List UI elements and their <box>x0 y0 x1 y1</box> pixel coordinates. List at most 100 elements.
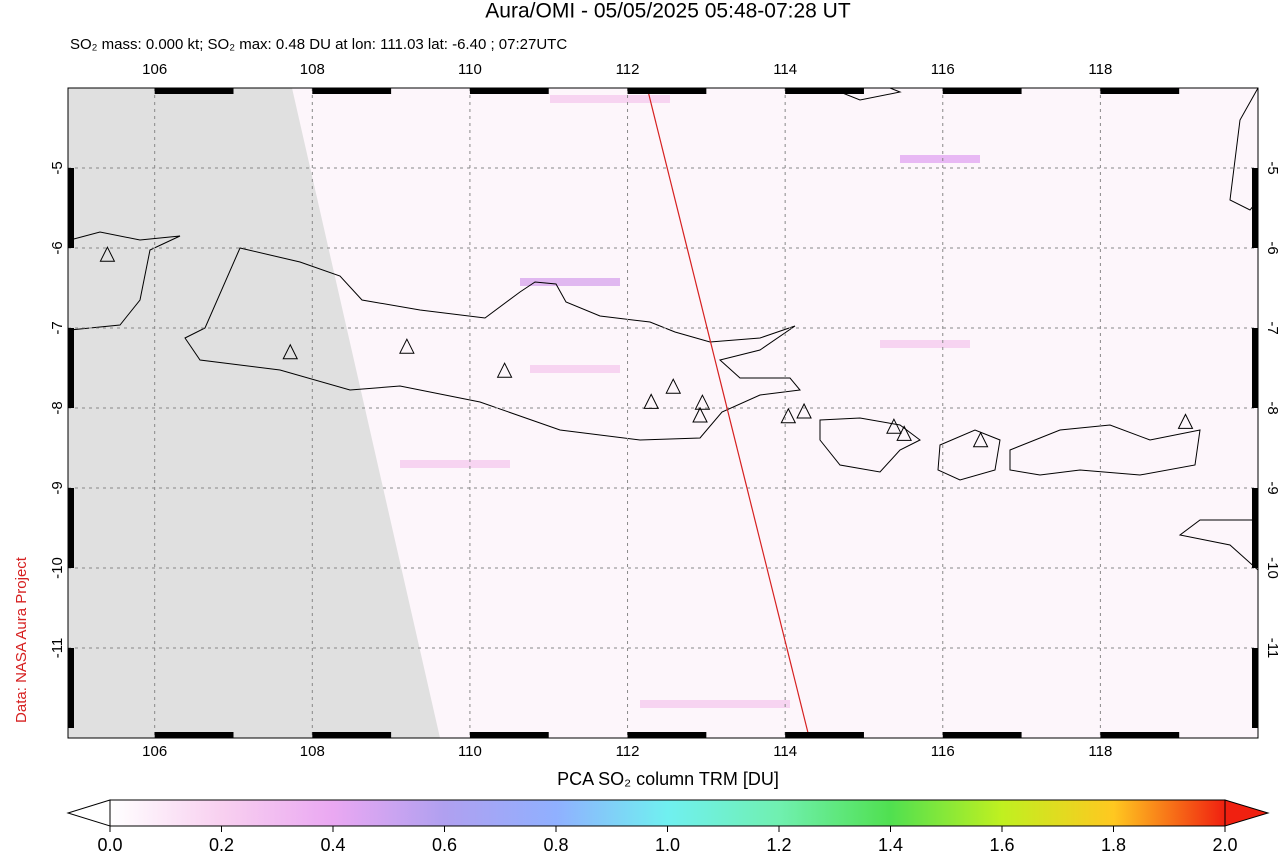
x-tick-label: 110 <box>458 743 482 760</box>
retrieval-pixels <box>400 95 980 708</box>
x-tick-label: 116 <box>931 61 955 78</box>
y-tick-label: -8 <box>49 401 66 414</box>
y-tick-label: -11 <box>1264 638 1281 659</box>
frame-bar <box>1252 648 1258 728</box>
coastline <box>184 247 801 441</box>
title: Aura/OMI - 05/05/2025 05:48-07:28 UT <box>485 0 851 23</box>
colorbar-tick-label: 1.2 <box>766 835 791 855</box>
volcano <box>99 246 116 262</box>
colorbar-tick-label: 0.6 <box>432 835 457 855</box>
frame-bar <box>1100 732 1180 738</box>
coastline <box>1178 519 1258 571</box>
x-tick-label: 106 <box>142 743 167 760</box>
y-tick-label: -6 <box>49 241 66 254</box>
x-tick-label: 110 <box>458 61 482 78</box>
y-tick-label: -9 <box>49 481 66 494</box>
credit: Data: NASA Aura Project <box>13 556 30 723</box>
frame-bar <box>1100 88 1180 94</box>
marks <box>99 88 1194 737</box>
volcano <box>780 407 797 424</box>
frame-ticks <box>68 88 1258 738</box>
volcano <box>282 343 299 360</box>
frame-bar <box>68 168 74 248</box>
frame-bar <box>1252 488 1258 568</box>
frame-bar <box>942 88 1022 94</box>
x-tick-label: 116 <box>931 743 955 760</box>
colorbar-tick-label: 0.2 <box>209 835 234 855</box>
pixel <box>530 365 620 373</box>
x-tick-label: 114 <box>773 61 797 78</box>
x-tick-label: 108 <box>300 743 325 760</box>
volcano <box>643 393 659 409</box>
map-area <box>68 88 1258 738</box>
volcano <box>886 418 902 434</box>
coastline <box>1009 424 1201 476</box>
x-tick-label: 114 <box>773 743 797 760</box>
x-tick-label: 108 <box>300 61 325 78</box>
colorbar-tick-label: 0.8 <box>543 835 568 855</box>
y-tick-label: -8 <box>1264 401 1281 414</box>
volcano <box>694 394 711 410</box>
colorbar-tick-label: 1.8 <box>1101 835 1126 855</box>
coastline <box>937 429 1001 481</box>
x-tick-label: 112 <box>616 61 640 78</box>
volcano <box>896 425 912 441</box>
volcano <box>692 406 708 423</box>
y-tick-label: -10 <box>49 557 66 579</box>
y-tick-label: -9 <box>1264 481 1281 494</box>
frame-bar <box>68 328 74 408</box>
y-tick-label: -11 <box>49 638 66 659</box>
colorbar-tick-label: 1.0 <box>655 835 680 855</box>
colorbar-high-extension <box>1224 799 1270 827</box>
volcano <box>496 362 513 378</box>
colorbar-tick-label: 1.6 <box>989 835 1014 855</box>
orbit-track <box>646 88 810 737</box>
colorbar-tick-label: 0.4 <box>320 835 345 855</box>
subtitle: SO₂ mass: 0.000 kt; SO₂ max: 0.48 DU at … <box>70 36 567 53</box>
volcano <box>796 402 812 419</box>
frame-bar <box>68 648 74 728</box>
tick-labels: 106 106 108 108 110 110 112 112 114 114 116 116 118 1… <box>49 61 1281 760</box>
no-data-region <box>68 88 440 738</box>
colorbar-tick-label: 2.0 <box>1212 835 1237 855</box>
frame-bar <box>469 732 549 738</box>
pixel <box>880 340 970 348</box>
colorbar-label: PCA SO₂ column TRM [DU] <box>557 769 779 789</box>
pixel <box>550 95 670 103</box>
colorbar-low-extension <box>66 799 111 827</box>
frame-bar <box>312 88 392 94</box>
volcano <box>665 378 682 394</box>
colorbar-tick-label: 0.0 <box>97 835 122 855</box>
pixel <box>640 700 790 708</box>
frame-bar <box>627 88 707 94</box>
volcano <box>972 431 989 448</box>
frame-bar <box>785 732 864 738</box>
x-tick-label: 118 <box>1088 61 1112 78</box>
pixel <box>520 278 620 286</box>
frame-bar <box>785 88 864 94</box>
frame-bar <box>1252 168 1258 248</box>
coastline <box>69 231 181 331</box>
pixel <box>900 155 980 163</box>
frame-bar <box>627 732 707 738</box>
y-tick-label: -5 <box>49 161 66 174</box>
frame-bar <box>154 88 234 94</box>
colorbar-tick-label: 1.4 <box>878 835 903 855</box>
y-tick-label: -5 <box>1264 161 1281 174</box>
frame-bar <box>942 732 1022 738</box>
pixel <box>400 460 510 468</box>
x-tick-label: 112 <box>616 743 640 760</box>
frame-bar <box>68 488 74 568</box>
y-tick-label: -7 <box>49 321 66 334</box>
colorbar <box>109 799 1226 827</box>
y-tick-label: -6 <box>1264 241 1281 254</box>
frame-bar <box>469 88 549 94</box>
x-tick-label: 106 <box>142 61 167 78</box>
x-tick-label: 118 <box>1088 743 1112 760</box>
coastline <box>819 417 921 473</box>
frame-bar <box>1252 328 1258 408</box>
colorbar-ticks: 0.0 0.2 0.4 0.6 0.8 1.0 1.2 1.4 1.6 1.8 2.0 <box>97 826 1238 855</box>
volcano <box>399 338 415 354</box>
